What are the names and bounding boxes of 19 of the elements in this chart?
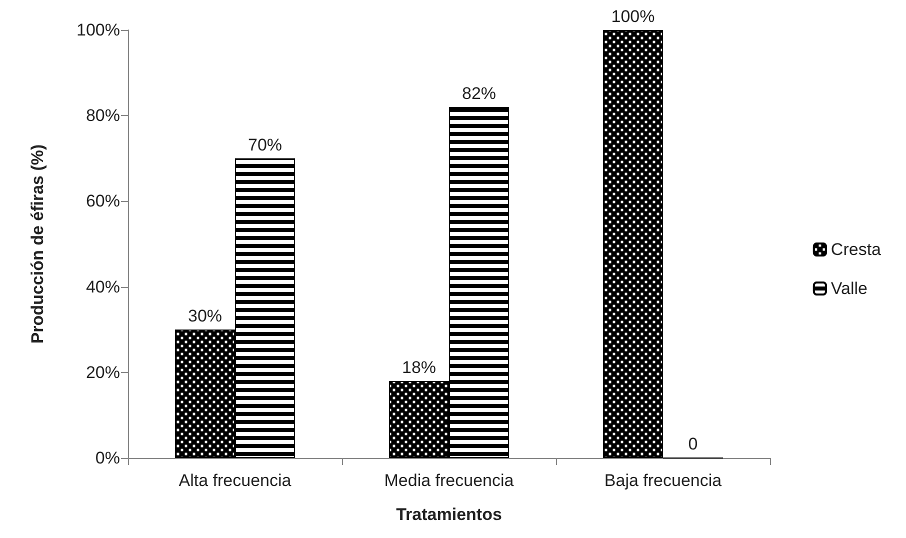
legend-label: Valle — [830, 279, 868, 298]
y-tick-label: 20% — [86, 362, 120, 382]
y-tick-label: 0% — [95, 448, 120, 468]
y-tick-label: 100% — [76, 20, 120, 40]
y-tick-label: 80% — [86, 106, 120, 126]
y-axis-title: Producción de éfiras (%) — [28, 144, 47, 344]
legend-label: Cresta — [830, 240, 882, 259]
data-label: 100% — [611, 7, 655, 26]
data-label: 0 — [688, 434, 698, 454]
y-tick-label: 40% — [86, 277, 120, 296]
data-label: 30% — [188, 306, 222, 326]
data-label: 82% — [462, 84, 496, 104]
x-axis-title: Tratamientos — [396, 505, 502, 524]
x-tick-label: Baja frecuencia — [604, 471, 722, 490]
x-tick-label: Media frecuencia — [384, 471, 514, 490]
data-label: 70% — [248, 135, 282, 154]
data-label: 18% — [402, 358, 436, 377]
y-tick-label: 60% — [86, 192, 120, 211]
x-tick-label: Alta frecuencia — [178, 471, 292, 490]
